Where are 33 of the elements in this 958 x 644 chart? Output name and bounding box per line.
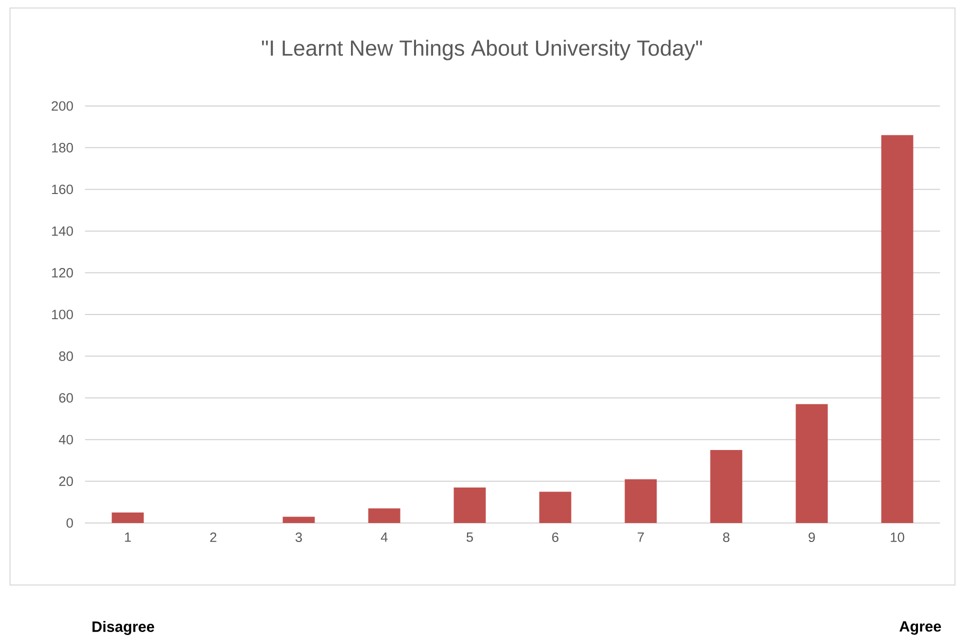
bar <box>796 404 828 523</box>
y-tick-label: 80 <box>59 351 73 361</box>
x-tick-label: 7 <box>638 532 644 542</box>
x-tick-label: 10 <box>890 532 904 542</box>
bar <box>539 492 572 523</box>
y-tick-label: 140 <box>52 226 73 236</box>
text: Agree <box>900 621 941 635</box>
x-tick-label: 2 <box>210 532 216 542</box>
x-tick-label: 8 <box>723 532 730 542</box>
bar <box>881 135 914 523</box>
bar <box>710 450 742 523</box>
x-tick-label: 9 <box>808 532 815 542</box>
bar <box>368 508 400 523</box>
y-tick-label: 200 <box>52 101 73 111</box>
x-tick-label: 4 <box>380 532 388 542</box>
y-tick-label: 160 <box>52 184 73 194</box>
y-tick-label: 180 <box>52 142 73 152</box>
chart-title: "I Learnt New Things About University Today" <box>262 40 702 60</box>
bar <box>112 512 144 523</box>
x-tick-label: 6 <box>552 532 558 542</box>
x-tick-label: 5 <box>466 532 473 542</box>
y-tick-label: 0 <box>66 518 73 528</box>
bar <box>282 516 315 523</box>
x-tick-label: 3 <box>296 532 302 542</box>
x-tick-label: 1 <box>125 532 131 542</box>
y-tick-label: 60 <box>59 393 73 403</box>
y-tick-label: 20 <box>59 476 73 486</box>
bar <box>624 479 657 523</box>
text: Disagree <box>92 620 154 635</box>
y-tick-label: 40 <box>58 434 73 444</box>
y-tick-label: 100 <box>52 310 73 320</box>
y-tick-label: 120 <box>52 268 73 278</box>
bar <box>454 488 486 523</box>
